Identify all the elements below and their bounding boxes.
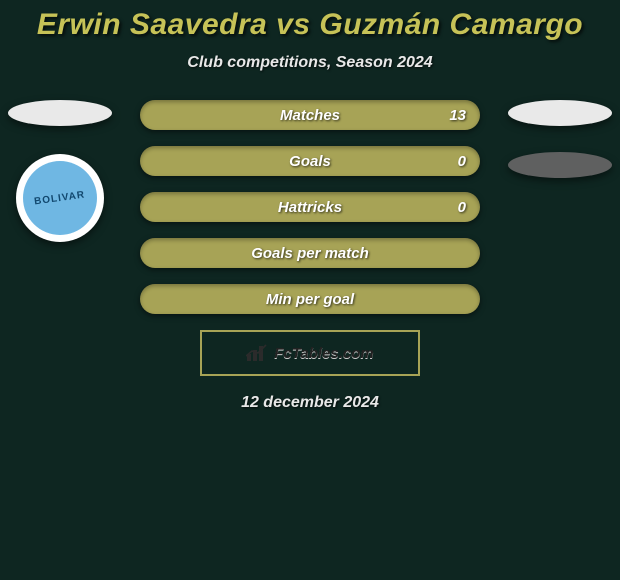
stat-label: Goals per match [251,245,369,262]
right-player-oval-bottom [508,152,612,178]
stat-value: 0 [458,199,466,216]
page-title: Erwin Saavedra vs Guzmán Camargo [0,0,620,42]
stat-bar-min-per-goal: Min per goal [140,284,480,314]
left-player-oval [8,100,112,126]
stat-bar-matches: Matches 13 [140,100,480,130]
stat-bars: Matches 13 Goals 0 Hattricks 0 Goals per… [140,100,480,314]
stat-label: Goals [289,153,331,170]
right-player-oval-top [508,100,612,126]
brand-footer: FcTables.com [200,330,420,376]
stat-label: Min per goal [266,291,354,308]
stat-value: 13 [449,107,466,124]
bar-chart-icon [246,344,268,362]
stat-bar-hattricks: Hattricks 0 [140,192,480,222]
brand-text: FcTables.com [274,345,373,362]
club-badge-inner: BOLIVAR [23,161,97,235]
date-text: 12 december 2024 [0,394,620,412]
club-badge: BOLIVAR [16,154,104,242]
stat-bar-goals-per-match: Goals per match [140,238,480,268]
subtitle: Club competitions, Season 2024 [0,54,620,72]
stat-bar-goals: Goals 0 [140,146,480,176]
stat-label: Matches [280,107,340,124]
comparison-arena: BOLIVAR Matches 13 Goals 0 Hattricks 0 G… [0,100,620,314]
stat-value: 0 [458,153,466,170]
stat-label: Hattricks [278,199,342,216]
club-badge-text: BOLIVAR [34,189,86,207]
